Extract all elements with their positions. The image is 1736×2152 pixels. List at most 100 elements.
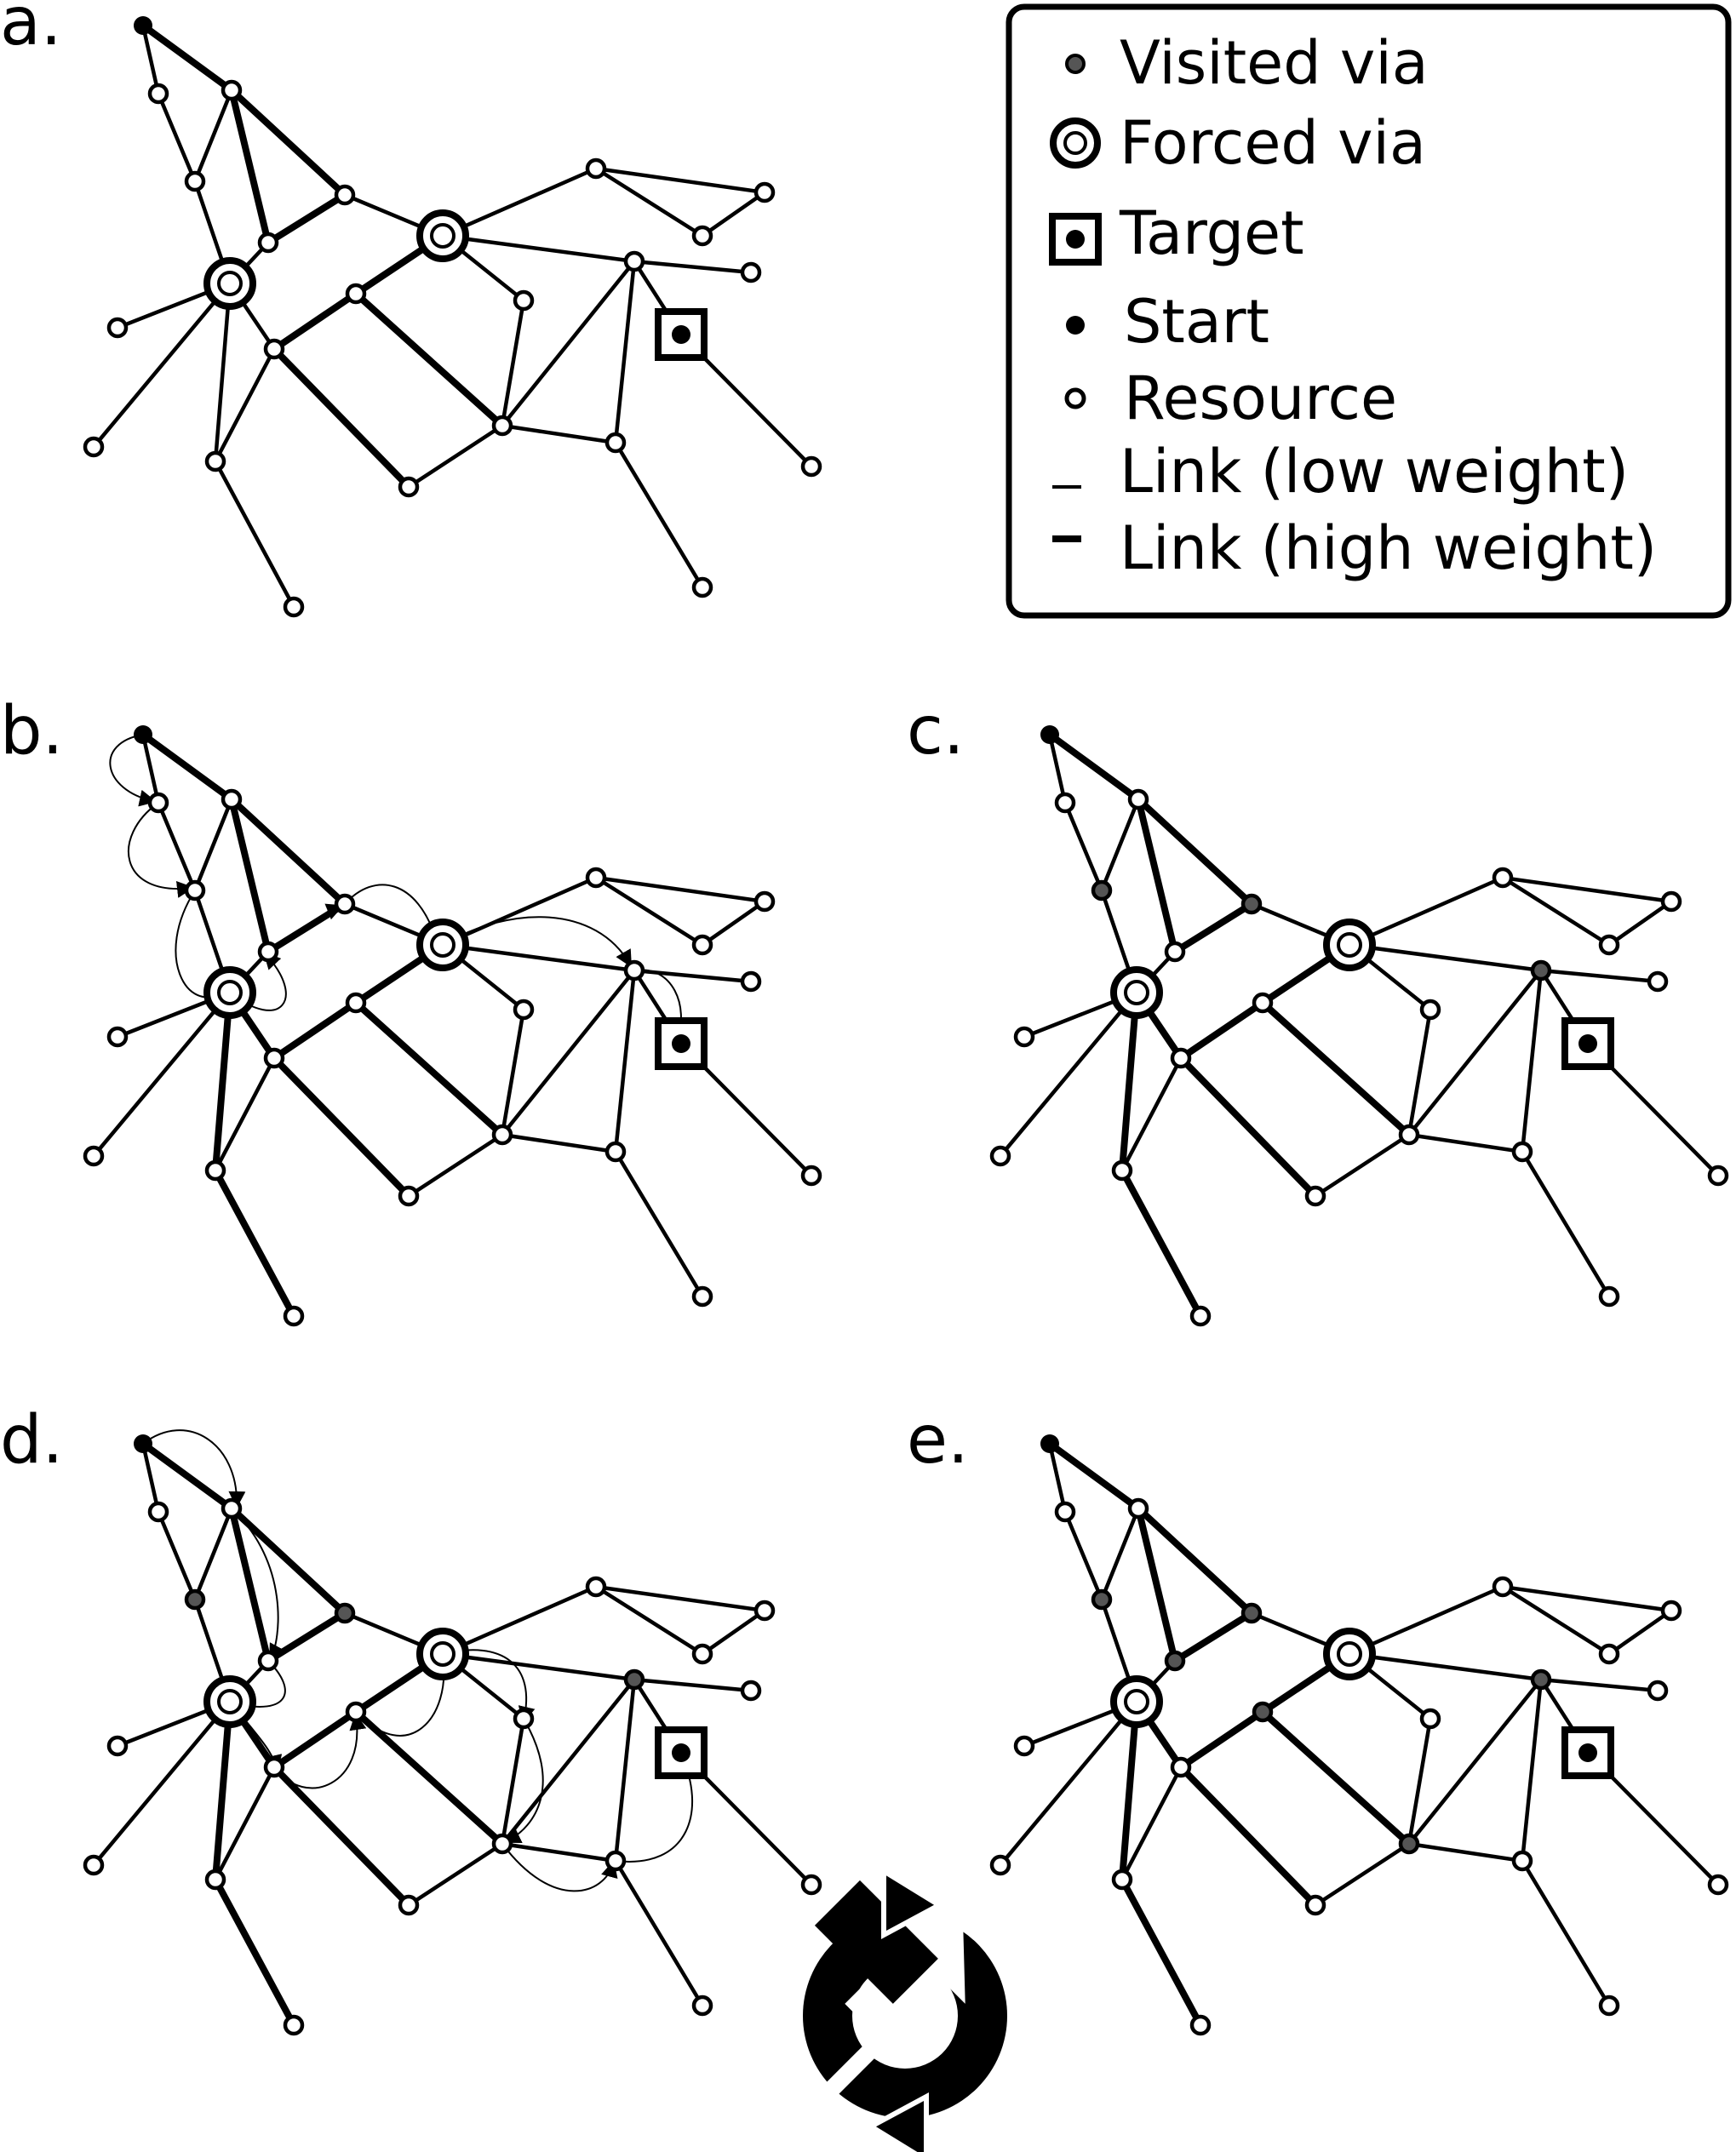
start-node (134, 725, 152, 744)
link-S-N2 (1047, 1441, 1068, 1514)
resource-node (1419, 1708, 1441, 1730)
link-N6-N5 (1172, 901, 1255, 955)
start-node (134, 1434, 152, 1453)
resource-node (1598, 1995, 1620, 2017)
link-N19-N16 (1407, 968, 1544, 1137)
visited-via-node (1091, 879, 1113, 901)
link-F1-N10 (998, 1699, 1139, 1868)
target-node (655, 1017, 708, 1070)
resource-node (106, 1735, 129, 1757)
panel-c (989, 725, 1729, 1327)
link-N24-N26 (1520, 1149, 1612, 1299)
resource-node (1013, 1735, 1035, 1757)
link-N18-N21 (1500, 1584, 1674, 1613)
link-F1-N11 (213, 281, 232, 464)
link-S-N3 (1046, 731, 1142, 803)
resource-node (1647, 1680, 1669, 1702)
target-node (1561, 1726, 1614, 1779)
link-N11-N13 (212, 1167, 297, 1319)
link-N16-N24 (500, 423, 618, 445)
link-N18-N20 (1500, 875, 1612, 947)
link-S-N3 (140, 1440, 235, 1512)
forced-via-node (1323, 1628, 1376, 1680)
legend-label-visited: Visited via (1120, 28, 1429, 98)
link-N24-N19 (613, 259, 637, 445)
link-N16-N24 (500, 1132, 618, 1154)
resource-node (1598, 1643, 1620, 1665)
panel-c-nodes (989, 725, 1729, 1327)
visited-via-node (1240, 893, 1263, 915)
resource-node (1398, 1124, 1420, 1146)
resource-node (147, 83, 169, 105)
resource-node (147, 792, 169, 814)
resource-node (221, 1497, 243, 1520)
link-N12-N14 (271, 999, 359, 1062)
panel-a-nodes (83, 16, 822, 618)
resource-node (1111, 1159, 1133, 1182)
resource-node (1707, 1874, 1729, 1896)
resource-node (1054, 792, 1076, 814)
resource-node (263, 338, 285, 360)
link-F1-N11 (1119, 989, 1140, 1174)
resource-node (1598, 1285, 1620, 1308)
traversal-arrow (142, 1429, 246, 1508)
link-N18-N21 (1500, 875, 1674, 904)
resource-node (204, 450, 226, 472)
link-F2-N19 (1347, 1651, 1544, 1682)
link-N4-N3 (192, 1506, 234, 1602)
link-N24-N26 (613, 1149, 705, 1299)
link-N15-N16 (406, 1841, 505, 1908)
legend-label-start: Start (1124, 287, 1269, 357)
resource-node (1252, 992, 1274, 1014)
link-N3-N6 (228, 1505, 272, 1664)
resource-node (513, 999, 535, 1021)
link-N17-N16 (1407, 1007, 1433, 1137)
link-N12-N15 (1177, 1055, 1319, 1199)
link-F2-N18 (440, 166, 599, 238)
link-F2-N18 (1347, 875, 1505, 947)
link-N12-N14 (1177, 1708, 1266, 1771)
link-N19-N16 (500, 1677, 637, 1846)
link-N3-N5 (228, 796, 348, 907)
resource-node (398, 476, 420, 498)
resource-node (1189, 1305, 1212, 1327)
forced-via-node (203, 257, 256, 310)
resource-node (989, 1854, 1011, 1876)
resource-node (106, 1026, 129, 1048)
link-F1-N10 (91, 1699, 232, 1868)
link-F1-N10 (998, 990, 1139, 1159)
link-N18-N21 (593, 1584, 767, 1613)
resource-node (513, 1708, 535, 1730)
legend-row-low-link: Link (low weight) (1052, 437, 1629, 507)
link-N21-N20 (700, 1608, 767, 1657)
link-N14-N16 (352, 999, 506, 1138)
link-N12-N14 (1177, 999, 1266, 1062)
resource-node (691, 1995, 713, 2017)
link-N3-N6 (1135, 796, 1178, 955)
visited-via-node (623, 1668, 645, 1691)
resource-node (83, 1854, 105, 1876)
link-N18-N21 (593, 875, 767, 904)
link-F2-N18 (1347, 1584, 1505, 1657)
resource-node (1304, 1894, 1326, 1916)
link-N16-N24 (1407, 1841, 1525, 1863)
link-N2-N4 (156, 91, 198, 184)
link-N24-N19 (613, 968, 637, 1154)
link-N6-N5 (265, 1610, 348, 1664)
link-N3-N5 (228, 1505, 348, 1617)
link-N16-N24 (500, 1841, 618, 1863)
resource-node (1492, 867, 1514, 889)
link-N24-N26 (1520, 1858, 1612, 2008)
resource-node (1660, 1600, 1682, 1622)
resource-node (623, 959, 645, 982)
link-S-N3 (140, 22, 235, 94)
traversal-arrow (127, 802, 194, 898)
resource-node (1170, 1756, 1192, 1778)
link-N11-N13 (1119, 1876, 1204, 2029)
link-N14-N16 (1259, 1708, 1412, 1847)
link-N18-N20 (593, 1584, 705, 1657)
resource-node (513, 289, 535, 312)
visited-via-node (184, 1588, 206, 1611)
link-N2-N4 (1063, 1509, 1104, 1602)
